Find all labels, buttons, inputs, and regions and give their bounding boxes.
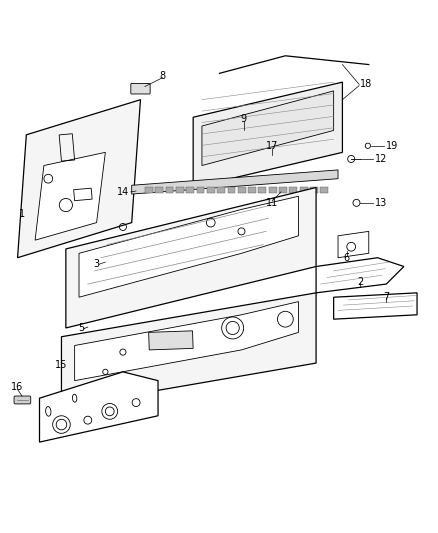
- Text: 12: 12: [374, 154, 387, 164]
- Text: 18: 18: [359, 79, 371, 90]
- Bar: [165, 188, 173, 193]
- Polygon shape: [131, 170, 337, 194]
- Text: 5: 5: [78, 323, 84, 333]
- Text: 17: 17: [265, 141, 278, 151]
- Polygon shape: [66, 188, 315, 328]
- Bar: [268, 188, 276, 193]
- Bar: [237, 188, 245, 193]
- Polygon shape: [79, 196, 298, 297]
- Bar: [247, 188, 255, 193]
- Text: 1: 1: [19, 209, 25, 219]
- Polygon shape: [61, 293, 315, 407]
- Text: 6: 6: [343, 253, 349, 263]
- Text: 2: 2: [356, 277, 362, 287]
- Text: 11: 11: [265, 198, 278, 208]
- Bar: [309, 188, 317, 193]
- Polygon shape: [193, 82, 342, 188]
- Bar: [320, 188, 328, 193]
- Bar: [59, 134, 74, 161]
- Bar: [217, 188, 225, 193]
- Text: 15: 15: [55, 360, 67, 370]
- Bar: [74, 188, 92, 200]
- Bar: [289, 188, 297, 193]
- Bar: [196, 188, 204, 193]
- Bar: [227, 188, 235, 193]
- Polygon shape: [333, 293, 416, 319]
- Text: 13: 13: [374, 198, 387, 208]
- Bar: [155, 188, 163, 193]
- Text: 14: 14: [117, 187, 129, 197]
- Bar: [148, 331, 193, 350]
- Bar: [186, 188, 194, 193]
- Polygon shape: [315, 258, 403, 293]
- Bar: [299, 188, 307, 193]
- FancyBboxPatch shape: [14, 396, 31, 404]
- Polygon shape: [18, 100, 140, 258]
- Text: 7: 7: [382, 292, 389, 302]
- Bar: [176, 188, 184, 193]
- Text: 3: 3: [93, 260, 99, 269]
- Polygon shape: [35, 152, 105, 240]
- Text: 19: 19: [385, 141, 398, 151]
- Polygon shape: [74, 302, 298, 381]
- Bar: [145, 188, 152, 193]
- Bar: [279, 188, 286, 193]
- Text: 16: 16: [11, 382, 24, 392]
- Text: 9: 9: [240, 115, 246, 124]
- Polygon shape: [337, 231, 368, 258]
- Polygon shape: [39, 372, 158, 442]
- Polygon shape: [201, 91, 333, 166]
- Text: 8: 8: [159, 70, 165, 80]
- Bar: [258, 188, 266, 193]
- Bar: [206, 188, 214, 193]
- FancyBboxPatch shape: [131, 84, 150, 94]
